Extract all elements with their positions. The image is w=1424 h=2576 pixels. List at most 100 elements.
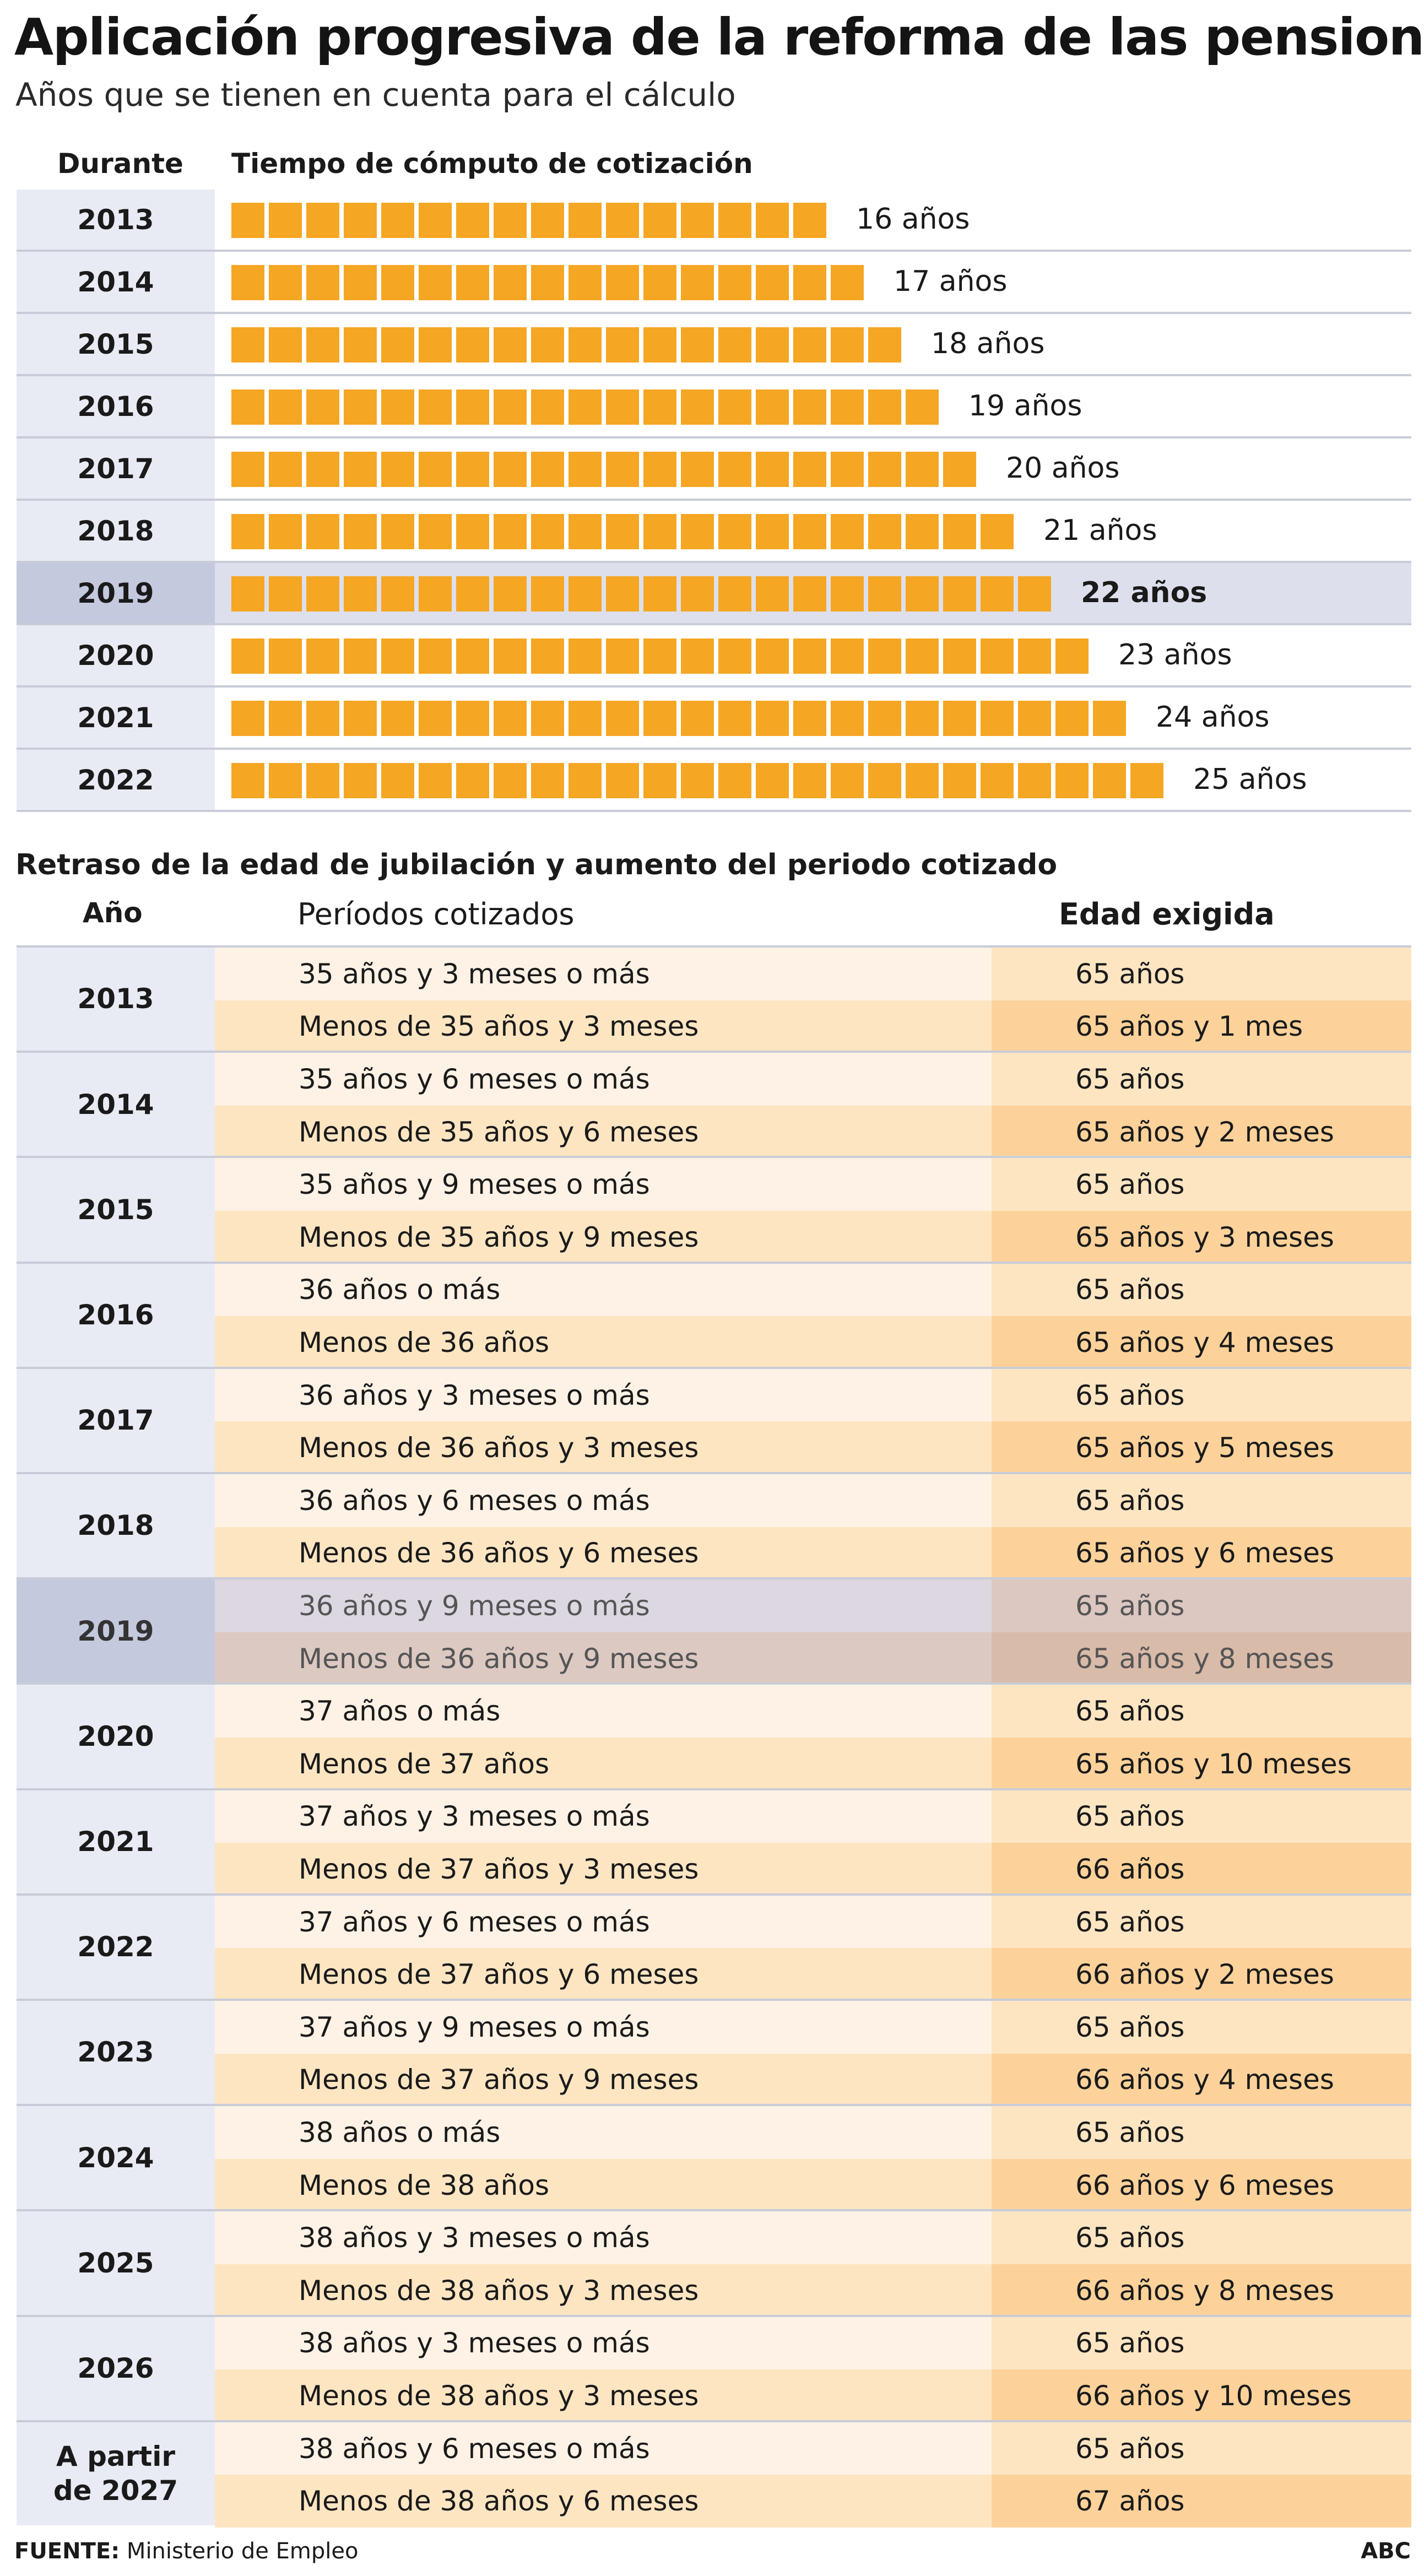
bar-block [718,701,751,736]
bar-block [568,763,602,798]
bar-block [306,265,339,300]
category-label: 2014 [17,252,215,312]
table-row: Menos de 35 años y 6 meses 65 años y 2 me… [215,1105,1411,1159]
bar-row-2018: 2018 21 años [17,501,1411,563]
bar-block [793,701,826,736]
bar-block [231,701,264,736]
table-row-group: 2021 37 años y 3 meses o más 65 años Menos … [17,1788,1411,1896]
bar-block [344,514,377,549]
source-label: FUENTE: [14,2539,120,2564]
bar-block [793,763,826,798]
bar-block [906,763,939,798]
bar-block [681,265,714,300]
table-row-group: 2023 37 años y 9 meses o más 65 años Menos … [17,1999,1411,2107]
bar-block [344,763,377,798]
table-row: Menos de 38 años y 6 meses 67 años [215,2475,1411,2528]
bar-block [718,203,751,238]
table-row: 37 años y 6 meses o más 65 años [215,1895,1411,1949]
bar-row-2014: 2014 17 años [17,252,1411,314]
source-text: Ministerio de Empleo [120,2539,359,2564]
bar-block [381,576,414,611]
data-label: 21 años [1043,514,1157,547]
bar-block [456,514,489,549]
bar-block [231,327,264,362]
bar-block [344,452,377,487]
age-cell: 65 años [992,1474,1411,1527]
bar-block [419,265,452,300]
table-row: Menos de 37 años y 9 meses 66 años y 4 me… [215,2053,1411,2107]
bar-block [456,327,489,362]
period-cell: Menos de 38 años y 3 meses [215,2264,992,2317]
page-title: Aplicación progresiva de la reforma de l… [14,8,1424,67]
bar-block [793,638,826,674]
bar-block [531,638,564,674]
period-cell: Menos de 37 años y 6 meses [215,1948,992,2001]
bar-block [568,389,602,425]
bar-block [868,389,901,425]
bar-block [231,452,264,487]
table-row-group: 2019 36 años y 9 meses o más 65 años Menos … [17,1577,1411,1685]
age-cell: 66 años y 6 meses [992,2158,1411,2212]
period-cell: 36 años o más [215,1263,992,1317]
year-cell: 2022 [17,1895,215,1999]
bar-block [943,638,976,674]
data-label: 23 años [1118,638,1232,672]
table-row: 38 años y 6 meses o más 65 años [215,2422,1411,2475]
bar-block [306,389,339,425]
bar-block [1130,763,1163,798]
period-cell: 38 años y 3 meses o más [215,2211,992,2264]
bar-block [568,514,602,549]
bar-block [793,327,826,362]
bar-row-2019: 2019 22 años [17,563,1411,625]
bar-block [568,638,602,674]
bar-block [681,203,714,238]
period-cell: Menos de 38 años [215,2158,992,2212]
category-label: 2018 [17,501,215,561]
period-cell: 37 años o más [215,1685,992,1738]
bar-block [456,265,489,300]
bar-block [456,763,489,798]
bar-block [568,265,602,300]
year-cell: A partir de 2027 [17,2422,215,2525]
bar-block [981,763,1014,798]
bar-block [531,452,564,487]
bar-block [643,452,676,487]
bar-block [756,576,789,611]
year-cell: 2019 [17,1579,215,1683]
age-cell: 65 años [992,1685,1411,1738]
bar-block [718,576,751,611]
bar-block [344,203,377,238]
bar-block [381,763,414,798]
bar-block [381,452,414,487]
bar-block [831,389,864,425]
year-cell: 2015 [17,1158,215,1262]
category-label: 2019 [17,563,215,623]
period-cell: Menos de 38 años y 3 meses [215,2369,992,2422]
table-row: Menos de 36 años y 3 meses 65 años y 5 me… [215,1421,1411,1474]
period-cell: Menos de 38 años y 6 meses [215,2475,992,2528]
bar-block [381,327,414,362]
table-row: 35 años y 9 meses o más 65 años [215,1158,1411,1211]
age-cell: 66 años y 10 meses [992,2369,1411,2422]
bar-block [456,203,489,238]
table-row: 38 años y 3 meses o más 65 años [215,2317,1411,2370]
age-cell: 65 años [992,2001,1411,2054]
bar-block [606,203,639,238]
age-cell: 66 años [992,1843,1411,1896]
bar-block [643,763,676,798]
year-cell: 2013 [17,948,215,1051]
bar-row-2016: 2016 19 años [17,376,1411,439]
period-cell: 36 años y 3 meses o más [215,1368,992,1422]
bar-block [231,389,264,425]
bar-block [419,763,452,798]
age-cell: 65 años [992,2422,1411,2475]
bar-block [943,576,976,611]
bar-row-2017: 2017 20 años [17,439,1411,501]
column-header-edad: Edad exigida [1059,897,1275,932]
bar-block [681,327,714,362]
year-cell: 2021 [17,1790,215,1893]
bar-block [494,638,527,674]
bar-block [456,452,489,487]
age-cell: 65 años [992,1053,1411,1106]
table-row: Menos de 37 años y 3 meses 66 años [215,1843,1411,1896]
